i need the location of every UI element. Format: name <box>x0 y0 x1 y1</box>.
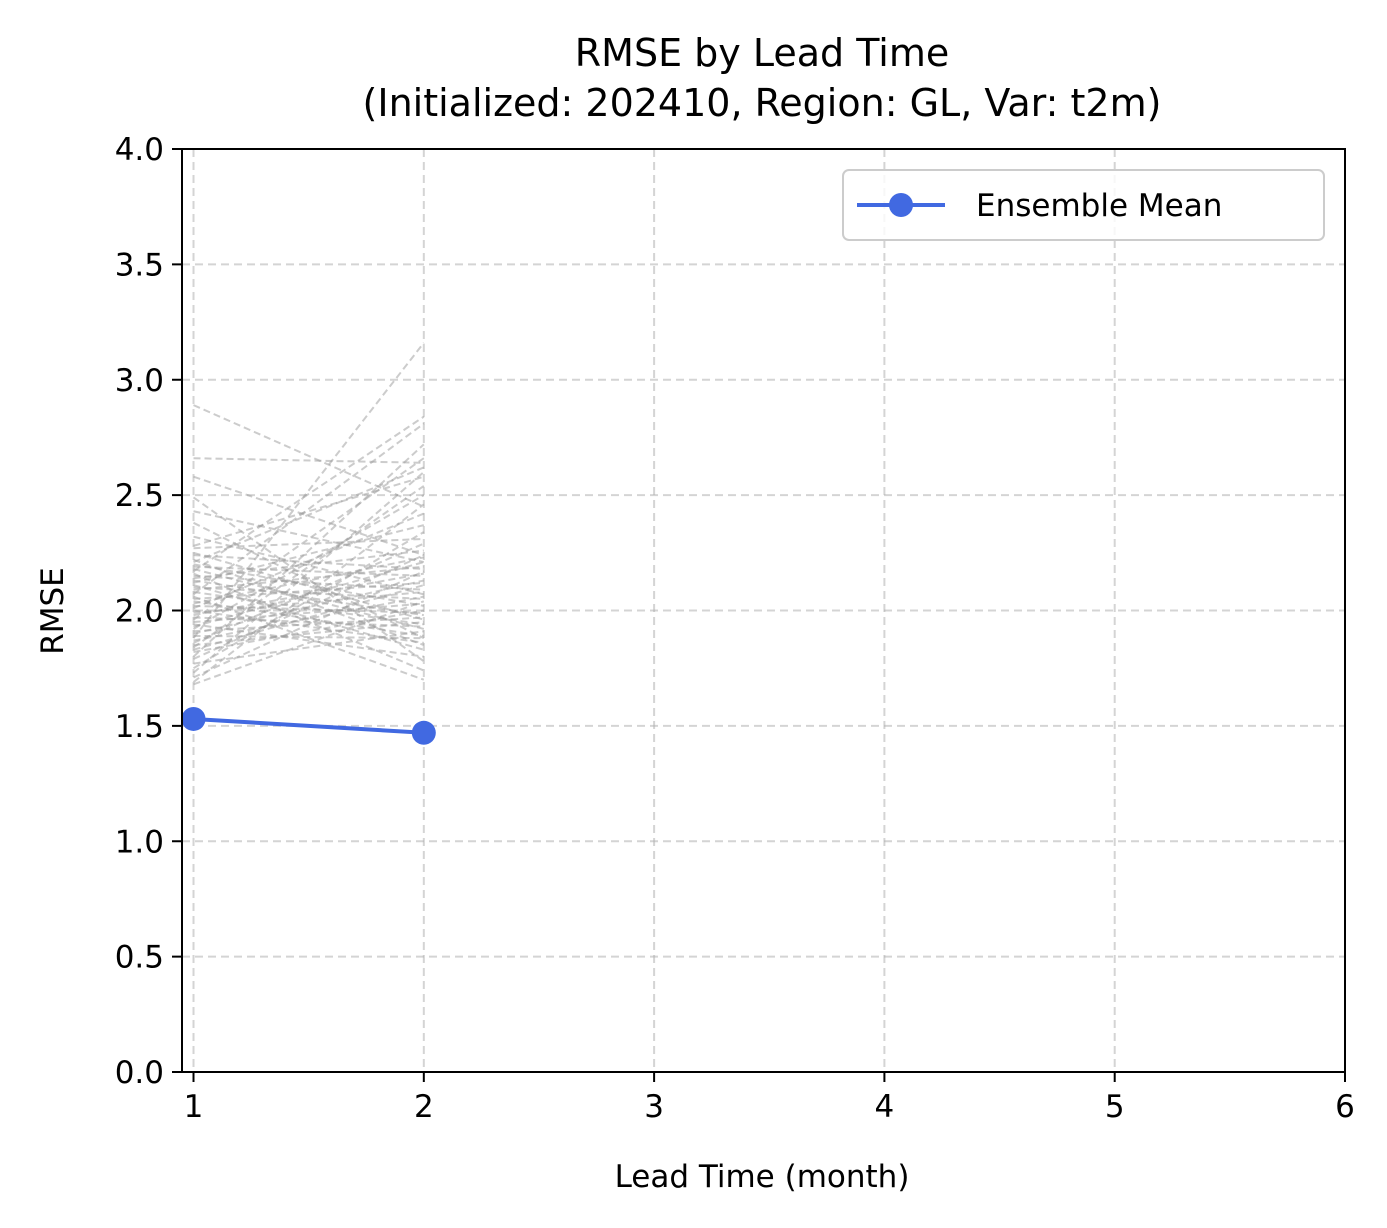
ensemble-member-line <box>193 579 425 635</box>
ensemble-member-line <box>192 485 425 649</box>
ensemble-member-line <box>193 524 425 584</box>
ensemble-member-line <box>192 422 425 596</box>
y-tick-label: 0.0 <box>115 1055 164 1091</box>
y-tick-label: 1.0 <box>115 824 164 860</box>
ensemble-member-line <box>193 510 425 564</box>
legend-label-ensemble-mean: Ensemble Mean <box>976 188 1222 224</box>
ensemble-member-line <box>192 457 425 621</box>
x-axis-label: Lead Time (month) <box>615 1159 910 1195</box>
y-tick-label: 3.5 <box>115 247 164 283</box>
ensemble-member-line <box>193 600 425 686</box>
ensemble-member-line <box>192 496 425 663</box>
ensemble-member-line <box>192 342 425 639</box>
ensemble-member-line <box>193 457 424 464</box>
ensemble-member-line <box>192 415 425 573</box>
y-axis-label: RMSE <box>35 567 71 655</box>
chart-title-line1: RMSE by Lead Time <box>575 31 949 75</box>
ensemble-member-line <box>193 466 425 563</box>
series <box>181 706 436 745</box>
legend-marker-ensemble-mean <box>889 193 913 217</box>
ensemble-member-line <box>193 494 425 630</box>
ensemble-member-line <box>193 565 424 577</box>
x-tick-label: 4 <box>875 1089 895 1125</box>
x-tick-label: 2 <box>414 1089 434 1125</box>
ensemble-member-line <box>193 404 425 508</box>
x-axis-ticks: 1 2 3 4 5 6 <box>184 1072 1355 1125</box>
ensemble-member-line <box>193 630 424 665</box>
ensemble-member-line <box>193 595 424 642</box>
ensemble-member-line <box>192 503 425 683</box>
ensemble-member-line <box>193 565 424 591</box>
ensemble-member-line <box>193 574 424 591</box>
ensemble-member-line <box>193 475 425 547</box>
legend: Ensemble Mean <box>842 169 1325 241</box>
ensemble-member-line <box>193 475 425 557</box>
ensemble-member-line <box>193 570 425 679</box>
x-tick-label: 3 <box>644 1089 664 1125</box>
ensemble-member-line <box>193 602 424 624</box>
y-tick-label: 0.5 <box>115 940 164 976</box>
ensemble-member-line <box>193 621 424 647</box>
data-point <box>411 720 436 745</box>
y-tick-label: 2.5 <box>115 478 164 514</box>
ensemble-member-line <box>193 634 424 640</box>
legend-box <box>842 169 1325 241</box>
ensemble-member-line <box>192 443 425 658</box>
y-tick-label: 3.0 <box>115 363 164 399</box>
ensemble-member-line <box>193 563 424 607</box>
ensemble-member-line <box>193 531 425 670</box>
ensemble-member-line <box>193 572 424 617</box>
y-tick-label: 4.0 <box>115 132 164 168</box>
ensemble-member-line <box>193 556 425 605</box>
ensemble-member-line <box>193 595 425 681</box>
y-tick-label: 1.5 <box>115 709 164 745</box>
series-line-ensemble-mean <box>193 716 424 735</box>
y-tick-label: 2.0 <box>115 594 164 630</box>
y-axis-ticks: 0.0 0.5 1.0 1.5 2.0 2.5 3.0 3.5 4.0 <box>115 132 182 1091</box>
x-tick-label: 6 <box>1335 1089 1355 1125</box>
x-tick-label: 1 <box>184 1089 204 1125</box>
chart-title-line2: (Initialized: 202410, Region: GL, Var: t… <box>363 81 1162 125</box>
x-tick-label: 5 <box>1105 1089 1125 1125</box>
data-point <box>181 706 206 731</box>
ensemble-member-line <box>193 554 425 660</box>
ensemble-member-line <box>193 584 425 651</box>
ensemble-member-line <box>192 471 425 674</box>
ensemble-members <box>192 342 425 686</box>
